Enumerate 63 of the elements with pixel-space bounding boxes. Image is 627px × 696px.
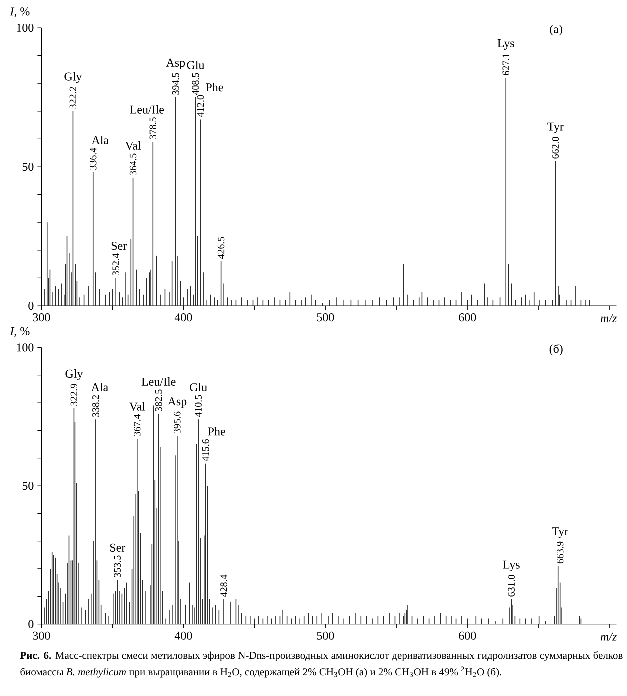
annotation: 364.5	[130, 154, 137, 176]
annotation: 378.5	[150, 118, 157, 140]
annotation: 322.2	[70, 87, 77, 109]
chart-title: (б)	[550, 344, 563, 356]
annotation: 631.0	[508, 575, 516, 597]
annotation: Lys	[503, 560, 520, 572]
y-tick-label: 0	[28, 620, 34, 628]
annotation: Val	[130, 402, 146, 411]
annotation: 662.0	[552, 137, 560, 159]
annotation: 395.6	[174, 412, 181, 434]
annotation: 428.4	[220, 574, 228, 598]
x-tick-label: 600	[459, 314, 476, 322]
annotation: Ser	[112, 242, 127, 250]
y-tick-label: 50	[22, 162, 34, 172]
annotation: Tyr	[548, 122, 564, 134]
annotation: 394.5	[172, 73, 180, 95]
annotation: 410.5	[195, 395, 202, 418]
y-axis-title: I, %	[10, 8, 30, 18]
x-tick-label: 500	[317, 314, 334, 322]
annotation: Asp	[166, 58, 186, 70]
annotation: Phe	[206, 83, 224, 92]
x-tick-label: 400	[174, 314, 192, 322]
annotation: Gly	[66, 370, 84, 380]
annotation: 322.9	[70, 384, 78, 406]
annotation: 336.4	[90, 148, 97, 170]
x-tick-label: 300	[33, 632, 50, 640]
y-tick-label: 0	[28, 302, 34, 310]
annotation: Glu	[187, 60, 205, 70]
x-tick-label: 600	[459, 632, 476, 640]
x-tick-label: 400	[174, 632, 192, 640]
annotation: Lys	[498, 39, 514, 50]
y-axis-title: I, %	[10, 327, 30, 338]
annotation: 408.5	[192, 73, 200, 96]
annotation: Asp	[168, 398, 187, 408]
annotation: Ser	[110, 544, 126, 552]
annotation: 352.4	[112, 254, 120, 276]
annotation: Val	[125, 142, 142, 150]
x-tick-label: 300	[33, 314, 50, 322]
x-axis-title: m/z	[600, 632, 618, 641]
annotation: Glu	[190, 383, 208, 392]
annotation: 627.1	[502, 54, 510, 76]
annotation: 412.0	[197, 95, 204, 118]
annotation: 426.5	[218, 237, 225, 260]
annotation: 353.5	[114, 556, 122, 578]
text: Рис. 6. Масс-спектры смеси метиловых эфиров N-Dns-производных аминокислот дериватизованных гидролизатов суммарных белков биомассы B. methylicum при выращивании в H$_{2}$O, содержащей 2% CH$_{3}$OH (а) и 2% CH$_{3}$OH в 49% $^{2}$H$_{2}$O (б).	[20, 652, 623, 678]
annotation: Gly	[64, 72, 82, 84]
y-tick-label: 50	[22, 482, 34, 490]
annotation: Ala	[91, 383, 108, 392]
annotation: Ala	[92, 136, 109, 144]
annotation: 663.9	[556, 542, 564, 564]
annotation: 415.6	[202, 439, 210, 462]
annotation: 367.4	[134, 414, 141, 436]
annotation: 338.2	[92, 395, 100, 417]
x-tick-label: 500	[317, 632, 334, 640]
annotation: Leu/Ile	[130, 105, 164, 114]
annotation: Tyr	[552, 528, 569, 538]
annotation: 382.5	[155, 390, 162, 412]
y-tick-label: 100	[17, 24, 34, 32]
x-axis-title: m/z	[600, 314, 618, 323]
annotation: Leu/Ile	[142, 378, 176, 386]
y-tick-label: 100	[17, 344, 34, 352]
annotation: Phe	[208, 427, 226, 436]
chart-title: (а)	[550, 24, 562, 36]
